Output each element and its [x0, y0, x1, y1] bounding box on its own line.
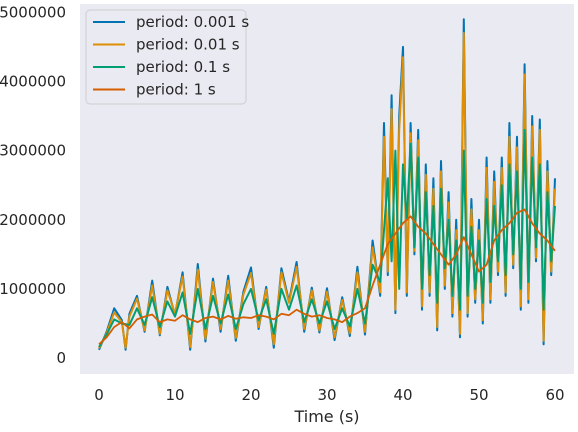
x-axis-label: Time (s) [293, 407, 359, 426]
y-tick-label: 2000000 [0, 211, 66, 229]
y-tick-labels: 0 1000000 2000000 3000000 4000000 5000000 [0, 3, 66, 367]
series-line-2 [98, 32, 556, 349]
x-tick-label: 30 [317, 386, 336, 404]
x-tick-labels: 0 10 20 30 40 50 60 [94, 386, 564, 404]
y-tick-label: 0 [56, 349, 66, 367]
series-layer [98, 18, 556, 351]
series-line-4 [98, 208, 556, 345]
x-tick-label: 40 [393, 386, 412, 404]
y-tick-label: 4000000 [0, 72, 66, 90]
legend-label: period: 0.001 s [136, 13, 249, 31]
x-tick-label: 60 [545, 386, 564, 404]
legend-box [85, 9, 247, 105]
x-tick-label: 10 [165, 386, 184, 404]
legend-label: period: 0.01 s [136, 36, 240, 54]
legend: period: 0.001 s period: 0.01 s period: 0.1… [85, 9, 249, 105]
series-line-1 [98, 18, 556, 351]
legend-label: period: 0.1 s [136, 58, 230, 76]
legend-label: period: 1 s [136, 81, 216, 99]
y-tick-label: 1000000 [0, 280, 66, 298]
x-tick-label: 50 [469, 386, 488, 404]
y-tick-label: 5000000 [0, 3, 66, 21]
x-tick-label: 0 [94, 386, 104, 404]
x-tick-label: 20 [241, 386, 260, 404]
y-tick-label: 3000000 [0, 142, 66, 160]
series-line-3 [98, 128, 556, 348]
